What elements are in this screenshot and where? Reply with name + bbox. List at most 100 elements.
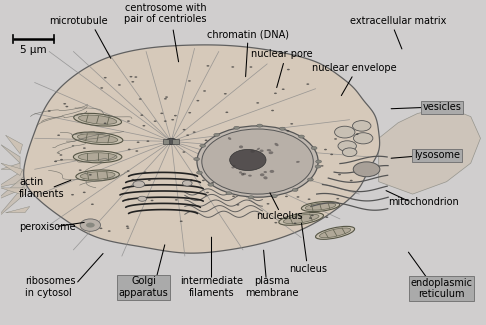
Ellipse shape xyxy=(282,88,285,90)
Ellipse shape xyxy=(135,76,138,78)
Ellipse shape xyxy=(263,171,267,173)
Ellipse shape xyxy=(73,151,122,163)
Ellipse shape xyxy=(133,181,145,188)
Ellipse shape xyxy=(232,196,235,197)
Ellipse shape xyxy=(279,213,324,225)
Text: 5 μm: 5 μm xyxy=(20,45,47,55)
Ellipse shape xyxy=(249,66,252,68)
Text: chromatin (DNA): chromatin (DNA) xyxy=(207,29,289,39)
Ellipse shape xyxy=(308,178,313,181)
Ellipse shape xyxy=(60,159,63,161)
Ellipse shape xyxy=(315,227,355,239)
Ellipse shape xyxy=(74,113,122,126)
Ellipse shape xyxy=(108,230,111,232)
Ellipse shape xyxy=(132,179,135,180)
Ellipse shape xyxy=(334,138,337,140)
Ellipse shape xyxy=(154,121,156,122)
Ellipse shape xyxy=(228,137,231,140)
Ellipse shape xyxy=(104,77,107,78)
Ellipse shape xyxy=(174,115,177,116)
Ellipse shape xyxy=(182,180,192,186)
Ellipse shape xyxy=(274,196,277,198)
Text: vesicles: vesicles xyxy=(422,102,461,112)
Ellipse shape xyxy=(285,196,288,197)
Ellipse shape xyxy=(127,120,130,122)
Ellipse shape xyxy=(206,192,209,193)
Ellipse shape xyxy=(59,154,62,156)
Ellipse shape xyxy=(272,195,278,198)
Ellipse shape xyxy=(248,196,254,199)
Ellipse shape xyxy=(250,150,255,153)
Ellipse shape xyxy=(208,183,214,186)
Ellipse shape xyxy=(301,202,340,212)
Polygon shape xyxy=(379,107,481,194)
Text: nuclear pore: nuclear pore xyxy=(251,49,312,59)
Polygon shape xyxy=(0,179,30,219)
Ellipse shape xyxy=(128,149,131,150)
Ellipse shape xyxy=(352,121,371,131)
Ellipse shape xyxy=(283,214,319,224)
Ellipse shape xyxy=(190,179,192,181)
Ellipse shape xyxy=(171,119,174,121)
Ellipse shape xyxy=(231,66,234,68)
Ellipse shape xyxy=(296,161,300,163)
Ellipse shape xyxy=(139,98,142,100)
Ellipse shape xyxy=(80,219,101,231)
Text: ribosomes
in cytosol: ribosomes in cytosol xyxy=(25,276,75,298)
Ellipse shape xyxy=(188,112,191,113)
Ellipse shape xyxy=(296,196,299,198)
Ellipse shape xyxy=(353,162,380,177)
Ellipse shape xyxy=(89,174,92,176)
Ellipse shape xyxy=(160,112,163,114)
Ellipse shape xyxy=(274,93,277,94)
Ellipse shape xyxy=(193,131,195,133)
Ellipse shape xyxy=(311,147,317,150)
Ellipse shape xyxy=(165,96,168,98)
Text: lysosome: lysosome xyxy=(414,150,460,160)
Ellipse shape xyxy=(230,150,266,171)
Text: nucleus: nucleus xyxy=(290,264,328,274)
Ellipse shape xyxy=(270,170,274,173)
Text: microtubule: microtubule xyxy=(49,16,107,26)
Ellipse shape xyxy=(353,133,373,144)
Ellipse shape xyxy=(267,149,271,151)
Text: Golgi
apparatus: Golgi apparatus xyxy=(119,276,169,298)
Ellipse shape xyxy=(175,199,178,201)
Polygon shape xyxy=(24,45,380,253)
Ellipse shape xyxy=(202,129,313,194)
Text: nucleolus: nucleolus xyxy=(257,211,303,221)
Ellipse shape xyxy=(79,169,82,171)
Ellipse shape xyxy=(350,180,353,181)
Ellipse shape xyxy=(126,226,129,227)
Ellipse shape xyxy=(196,100,199,101)
Ellipse shape xyxy=(338,141,356,151)
Ellipse shape xyxy=(182,151,185,153)
Ellipse shape xyxy=(164,120,167,122)
Polygon shape xyxy=(5,206,30,213)
Ellipse shape xyxy=(57,135,60,136)
Ellipse shape xyxy=(315,165,321,168)
Ellipse shape xyxy=(138,196,147,201)
Ellipse shape xyxy=(275,222,278,224)
Text: extracellular matrix: extracellular matrix xyxy=(350,16,446,26)
Ellipse shape xyxy=(77,134,118,143)
Ellipse shape xyxy=(294,223,296,224)
Ellipse shape xyxy=(78,153,117,161)
Ellipse shape xyxy=(205,139,208,141)
Ellipse shape xyxy=(146,140,149,142)
Ellipse shape xyxy=(203,90,206,92)
Polygon shape xyxy=(0,145,20,163)
Ellipse shape xyxy=(91,203,94,205)
Ellipse shape xyxy=(118,84,121,86)
Ellipse shape xyxy=(263,176,268,179)
Ellipse shape xyxy=(330,154,333,155)
Ellipse shape xyxy=(72,132,123,145)
Ellipse shape xyxy=(239,171,242,174)
Ellipse shape xyxy=(266,203,269,204)
Ellipse shape xyxy=(305,203,336,210)
Ellipse shape xyxy=(148,179,151,181)
Ellipse shape xyxy=(140,114,143,116)
FancyBboxPatch shape xyxy=(162,139,169,144)
Ellipse shape xyxy=(298,135,304,138)
Ellipse shape xyxy=(242,173,246,175)
